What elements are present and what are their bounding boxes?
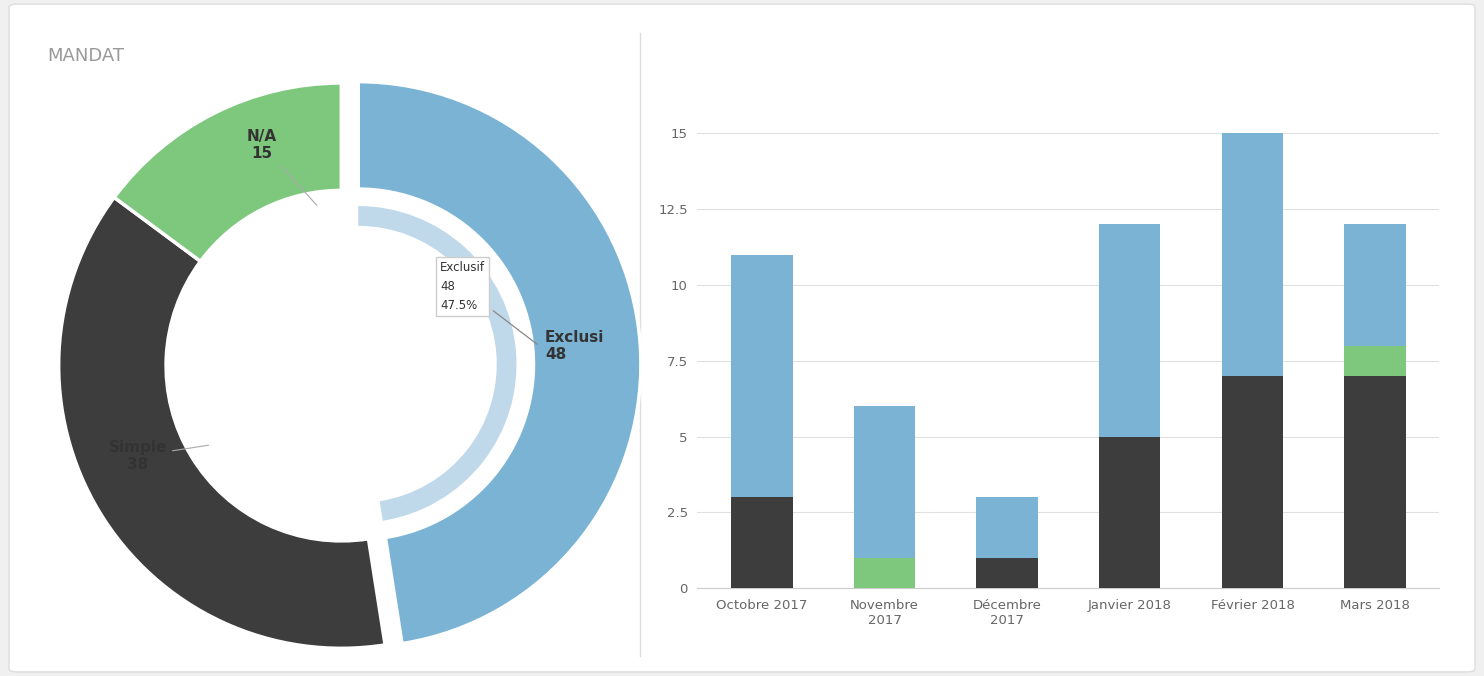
Bar — [853, 406, 916, 558]
Bar — [1221, 376, 1284, 588]
Bar — [1221, 133, 1284, 376]
Bar — [1345, 376, 1405, 588]
Text: MANDAT: MANDAT — [47, 47, 123, 64]
FancyBboxPatch shape — [9, 4, 1475, 672]
Wedge shape — [358, 206, 516, 521]
Bar — [1100, 224, 1160, 437]
Wedge shape — [114, 83, 341, 262]
Text: Exclusi
48: Exclusi 48 — [545, 330, 604, 362]
Wedge shape — [59, 197, 386, 648]
Bar — [1345, 345, 1405, 376]
Bar — [1100, 437, 1160, 588]
Text: Exclusif
48
47.5%: Exclusif 48 47.5% — [441, 261, 485, 312]
Bar — [732, 497, 792, 588]
Bar — [732, 255, 792, 497]
Bar — [976, 497, 1037, 558]
Bar — [976, 558, 1037, 588]
Wedge shape — [358, 82, 641, 644]
Bar — [853, 558, 916, 588]
Text: N/A
15: N/A 15 — [248, 129, 318, 206]
Text: Simple
38: Simple 38 — [108, 440, 209, 473]
Bar — [1345, 224, 1405, 345]
